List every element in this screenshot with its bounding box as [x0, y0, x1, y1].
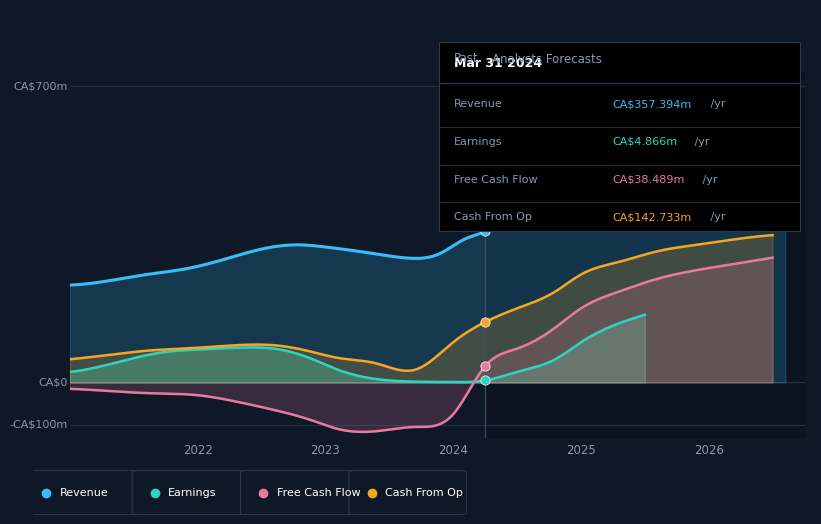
- Text: /yr: /yr: [707, 212, 726, 222]
- Text: CA$357.394m: CA$357.394m: [612, 99, 692, 109]
- Text: -CA$100m: -CA$100m: [9, 420, 67, 430]
- FancyBboxPatch shape: [132, 471, 250, 515]
- Text: /yr: /yr: [699, 174, 718, 184]
- FancyBboxPatch shape: [241, 471, 358, 515]
- Text: Earnings: Earnings: [168, 487, 217, 498]
- Bar: [485, 73, 805, 438]
- Text: Revenue: Revenue: [60, 487, 108, 498]
- Text: /yr: /yr: [707, 99, 726, 109]
- Text: Revenue: Revenue: [454, 99, 502, 109]
- Point: [479, 227, 492, 235]
- Text: Cash From Op: Cash From Op: [454, 212, 531, 222]
- Text: CA$142.733m: CA$142.733m: [612, 212, 692, 222]
- Point: [479, 318, 492, 326]
- Text: Free Cash Flow: Free Cash Flow: [277, 487, 360, 498]
- Text: CA$38.489m: CA$38.489m: [612, 174, 685, 184]
- Text: Analysts Forecasts: Analysts Forecasts: [492, 52, 602, 66]
- Text: Cash From Op: Cash From Op: [385, 487, 463, 498]
- FancyBboxPatch shape: [349, 471, 466, 515]
- Text: CA$4.866m: CA$4.866m: [612, 137, 678, 147]
- Text: CA$700m: CA$700m: [13, 81, 67, 91]
- Text: Past: Past: [454, 52, 479, 66]
- Text: Mar 31 2024: Mar 31 2024: [454, 57, 542, 70]
- Text: Earnings: Earnings: [454, 137, 502, 147]
- Text: Free Cash Flow: Free Cash Flow: [454, 174, 537, 184]
- FancyBboxPatch shape: [24, 471, 141, 515]
- Point: [479, 376, 492, 385]
- Point: [479, 362, 492, 370]
- Text: /yr: /yr: [691, 137, 710, 147]
- Text: CA$0: CA$0: [38, 377, 67, 387]
